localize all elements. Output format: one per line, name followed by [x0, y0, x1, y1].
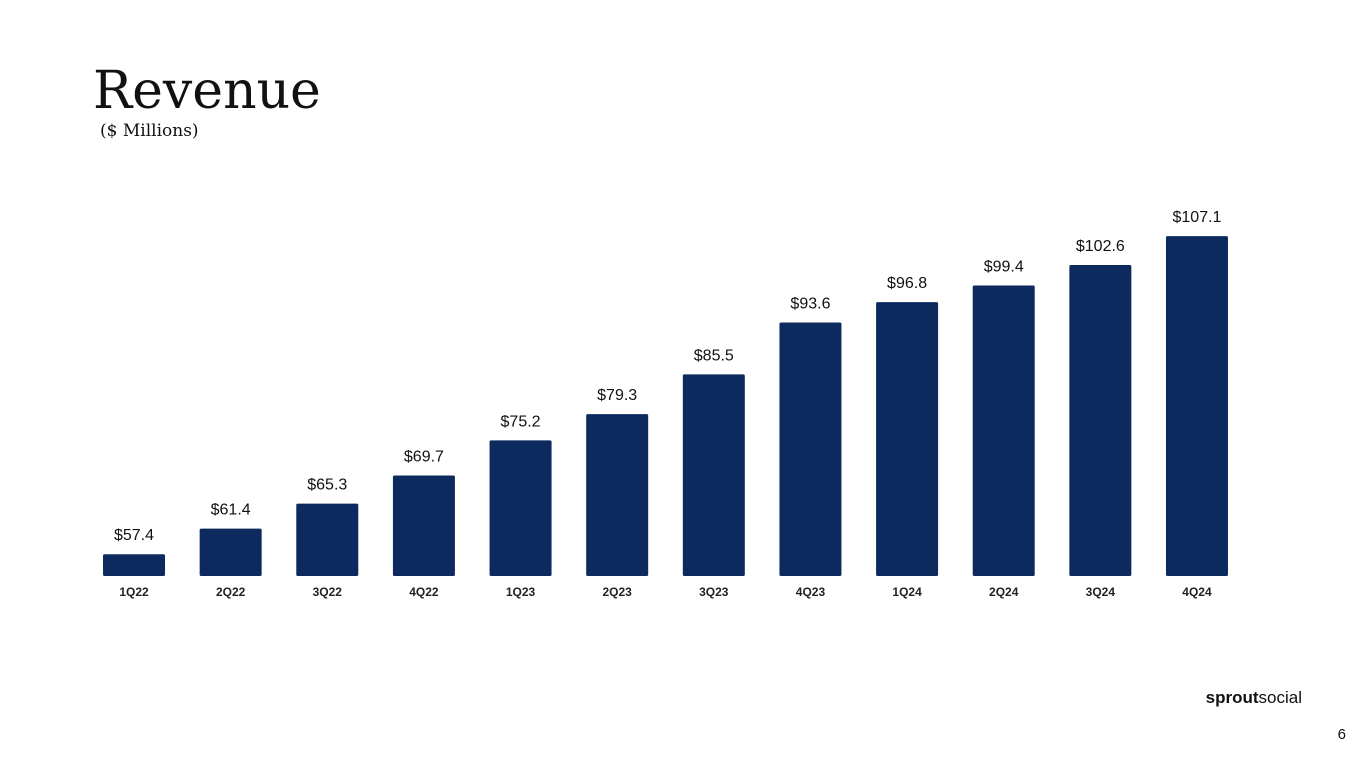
chart-title: Revenue	[93, 61, 321, 121]
x-tick-label: 3Q22	[313, 585, 343, 599]
value-label: $85.5	[694, 347, 734, 364]
logo-light: social	[1259, 688, 1302, 707]
logo: sproutsocial	[1206, 688, 1302, 707]
value-label: $65.3	[307, 477, 347, 494]
bar	[296, 503, 359, 576]
value-label: $75.2	[501, 413, 541, 430]
value-label: $93.6	[790, 296, 830, 313]
bar	[199, 528, 262, 576]
value-label: $107.1	[1173, 209, 1222, 226]
bar	[876, 302, 939, 576]
bar	[972, 285, 1035, 576]
bar	[103, 554, 166, 576]
x-tick-label: 2Q24	[989, 585, 1019, 599]
bar	[1069, 264, 1132, 576]
x-tick-label: 1Q23	[506, 585, 536, 599]
bar	[392, 475, 455, 576]
bar	[489, 440, 552, 576]
value-label: $79.3	[597, 387, 637, 404]
logo-bold: sprout	[1206, 688, 1259, 707]
value-label: $99.4	[984, 258, 1024, 275]
value-label: $96.8	[887, 275, 927, 292]
bar	[682, 374, 745, 576]
x-tick-label: 4Q22	[409, 585, 439, 599]
x-tick-label: 3Q24	[1086, 585, 1116, 599]
value-label: $102.6	[1076, 238, 1125, 255]
page-number: 6	[1338, 726, 1346, 743]
x-tick-label: 4Q23	[796, 585, 826, 599]
value-label: $61.4	[211, 502, 251, 519]
x-tick-label: 1Q22	[119, 585, 149, 599]
bar	[586, 414, 649, 576]
bar	[1165, 236, 1228, 576]
x-tick-label: 4Q24	[1182, 585, 1212, 599]
value-label: $57.4	[114, 527, 154, 544]
x-tick-label: 1Q24	[892, 585, 922, 599]
x-tick-label: 2Q22	[216, 585, 246, 599]
x-tick-label: 3Q23	[699, 585, 729, 599]
bar	[779, 322, 842, 576]
x-tick-label: 2Q23	[603, 585, 633, 599]
value-label: $69.7	[404, 449, 444, 466]
chart-subtitle: ($ Millions)	[100, 121, 199, 141]
